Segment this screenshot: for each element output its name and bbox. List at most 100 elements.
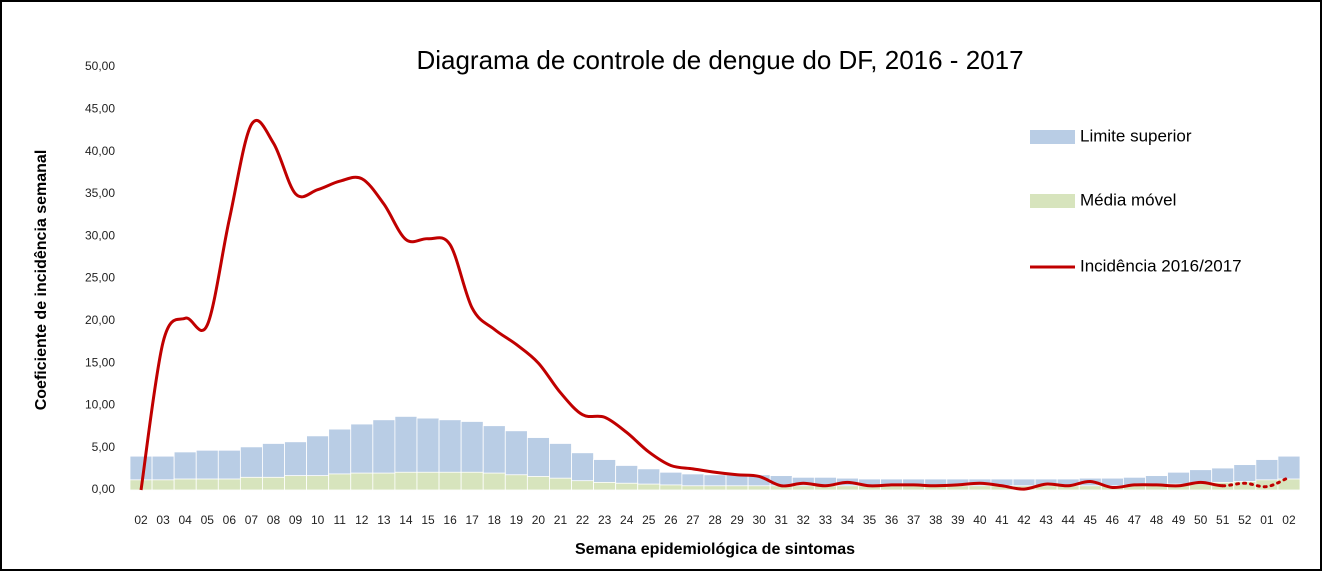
bar [328,473,352,491]
bar [372,472,396,491]
chart-title: Diagrama de controle de dengue do DF, 20… [416,45,1023,75]
x-tick-label: 47 [1128,513,1142,527]
x-tick-label: 31 [775,513,789,527]
x-tick-label: 10 [311,513,325,527]
bar [836,485,859,491]
x-tick-label: 04 [179,513,193,527]
x-tick-label: 02 [134,513,148,527]
x-tick-label: 28 [708,513,722,527]
y-tick-label: 25,00 [85,271,115,285]
x-tick-label: 11 [333,513,346,527]
x-tick-label: 06 [223,513,237,527]
x-axis-label: Semana epidemiológica de sintomas [575,541,855,558]
bar [416,471,440,491]
x-tick-label: 50 [1194,513,1208,527]
bar [681,485,705,491]
x-tick-label: 12 [355,513,369,527]
x-tick-label: 14 [399,513,413,527]
bar [151,479,175,491]
legend-label: Limite superior [1080,126,1192,145]
bar [791,485,815,491]
x-tick-label: 02 [1282,513,1296,527]
x-tick-label: 17 [465,513,479,527]
x-tick-label: 41 [995,513,1009,527]
x-tick-label: 33 [819,513,833,527]
y-tick-label: 40,00 [85,144,115,158]
y-tick-label: 45,00 [85,101,115,115]
line [1221,475,1291,489]
bar [526,476,550,491]
y-tick-label: 5,00 [92,440,116,454]
bar [306,475,330,491]
x-tick-label: 25 [642,513,656,527]
line [139,118,1223,491]
x-tick-label: 21 [554,513,568,527]
bar [239,476,263,491]
bar [460,471,484,491]
bar [725,485,749,491]
x-tick-label: 27 [686,513,700,527]
x-tick-label: 03 [156,513,170,527]
y-tick-label: 15,00 [85,355,115,369]
x-tick-label: 43 [1039,513,1053,527]
legend-label: Média móvel [1080,190,1176,209]
x-tick-label: 05 [201,513,215,527]
bar [438,471,462,491]
bar [703,485,727,491]
bar [593,481,617,491]
x-tick-label: 40 [973,513,987,527]
y-tick-label: 30,00 [85,228,115,242]
x-tick-label: 19 [510,513,524,527]
bar [968,485,992,491]
bar [394,471,418,491]
bar [217,478,241,491]
bar [549,477,572,491]
x-tick-label: 13 [377,513,391,527]
y-axis-label: Coeficiente de incidência semanal [33,150,50,411]
x-tick-label: 01 [1260,513,1274,527]
x-tick-label: 52 [1238,513,1252,527]
bar [615,482,639,491]
y-tick-label: 20,00 [85,313,115,327]
x-tick-label: 24 [620,513,634,527]
x-tick-label: 26 [664,513,678,527]
x-tick-label: 30 [752,513,766,527]
legend-swatch [1030,194,1075,208]
x-tick-label: 34 [841,513,855,527]
x-tick-label: 51 [1216,513,1230,527]
x-tick-label: 37 [907,513,921,527]
bar [284,475,308,491]
x-tick-label: 35 [863,513,877,527]
bar [350,472,374,491]
x-tick-label: 16 [443,513,457,527]
x-tick-label: 38 [929,513,943,527]
x-tick-label: 23 [598,513,612,527]
x-tick-label: 42 [1017,513,1031,527]
bar [173,478,197,491]
y-tick-label: 35,00 [85,186,115,200]
bar [504,474,528,491]
x-tick-label: 08 [267,513,281,527]
x-tick-label: 39 [951,513,965,527]
x-tick-label: 07 [245,513,259,527]
y-tick-label: 50,00 [85,59,115,73]
x-tick-label: 46 [1106,513,1120,527]
bar [482,472,506,491]
x-tick-label: 32 [797,513,811,527]
x-tick-label: 29 [730,513,744,527]
x-tick-label: 45 [1084,513,1098,527]
bar [195,478,219,491]
bar [571,480,594,491]
x-tick-label: 22 [576,513,590,527]
y-tick-label: 0,00 [92,482,116,496]
bar [637,483,661,491]
bar [747,485,771,491]
x-tick-label: 18 [488,513,502,527]
bar [1078,485,1102,491]
legend-swatch [1030,130,1075,144]
bar [262,476,285,491]
y-tick-label: 10,00 [85,398,115,412]
x-tick-label: 36 [885,513,899,527]
x-tick-label: 15 [421,513,435,527]
